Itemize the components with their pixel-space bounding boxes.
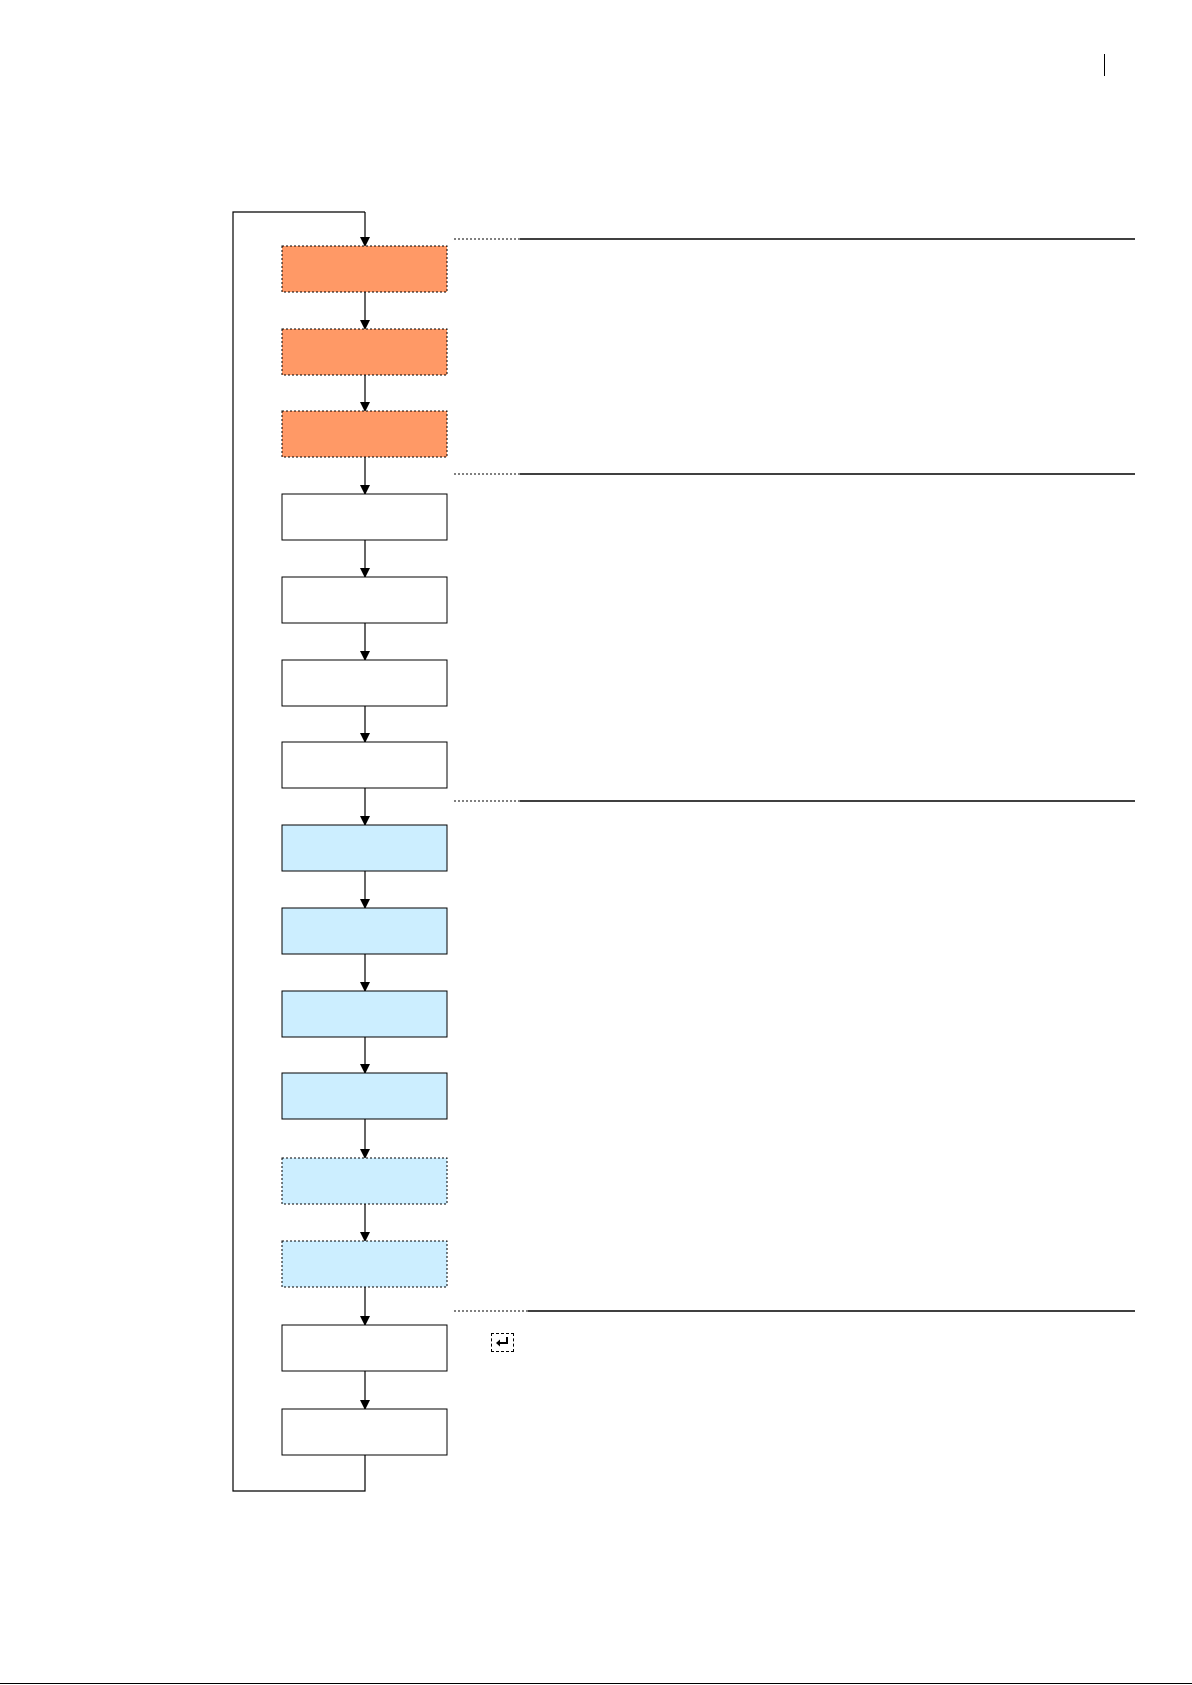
- flow-step-box-12: [281, 1157, 448, 1205]
- page-marker: [1104, 54, 1105, 76]
- flow-step-box-10: [281, 990, 448, 1038]
- flow-step-box-6: [281, 659, 448, 707]
- flow-step-box-1: [281, 245, 448, 293]
- loop-back-connector: [232, 211, 366, 1492]
- flow-step-box-7: [281, 741, 448, 789]
- flow-step-box-8: [281, 824, 448, 872]
- flow-step-box-9: [281, 907, 448, 955]
- flow-step-box-4: [281, 493, 448, 541]
- flow-step-box-11: [281, 1072, 448, 1120]
- return-key-icon: [491, 1333, 514, 1352]
- flow-step-box-13: [281, 1240, 448, 1288]
- flow-step-box-2: [281, 328, 448, 376]
- flow-step-box-5: [281, 576, 448, 624]
- flow-step-box-15: [281, 1408, 448, 1456]
- flow-step-box-3: [281, 410, 448, 458]
- flow-step-box-14: [281, 1324, 448, 1372]
- footer-rule: [0, 1683, 1192, 1684]
